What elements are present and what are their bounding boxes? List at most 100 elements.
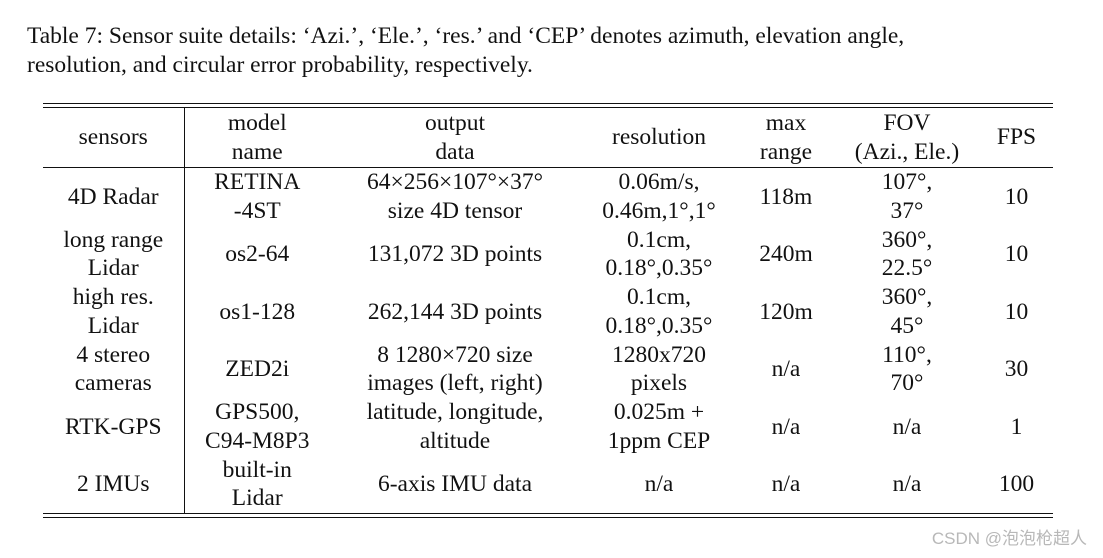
- cell-fov: 360°, 45°: [834, 283, 980, 341]
- table-row: 4 stereo cameras ZED2i 8 1280×720 size image…: [43, 340, 1053, 399]
- cell-text: n/a: [771, 413, 801, 440]
- cell-output-data: 262,144 3D points: [330, 283, 580, 341]
- cell-text: 0.46m,1°,1°: [602, 197, 716, 224]
- cell-text: 4 stereo: [76, 341, 151, 368]
- top-rule-double: [43, 107, 1053, 108]
- cell-fov: 107°, 37°: [834, 168, 980, 226]
- cell-text: GPS500,: [215, 399, 300, 426]
- header-text: resolution: [612, 124, 706, 151]
- cell-fov: 360°, 22.5°: [834, 226, 980, 284]
- header-resolution: resolution: [580, 108, 738, 168]
- cell-resolution: 0.1cm, 0.18°,0.35°: [580, 283, 738, 341]
- cell-max-range: 120m: [738, 283, 834, 341]
- cell-text: 118m: [759, 183, 813, 210]
- header-output-data: output data: [330, 108, 580, 168]
- cell-text: built-in: [222, 456, 292, 483]
- cell-fps: 10: [980, 168, 1053, 226]
- header-text: FOV: [883, 110, 931, 136]
- cell-text: 10: [1004, 241, 1029, 267]
- cell-text: 10: [1004, 298, 1029, 325]
- header-text: FPS: [996, 124, 1037, 151]
- cell-fps: 30: [980, 341, 1053, 399]
- cell-sensors: 4 stereo cameras: [43, 340, 185, 398]
- cell-model-name: GPS500, C94-M8P3: [184, 398, 330, 456]
- header-max-range: max range: [738, 108, 834, 168]
- table-row: RTK-GPS GPS500, C94-M8P3 latitude, longitud…: [43, 398, 1053, 456]
- header-text: data: [435, 138, 475, 165]
- cell-text: latitude, longitude,: [366, 399, 544, 426]
- cell-text: Lidar: [231, 485, 283, 512]
- header-text: range: [759, 138, 813, 165]
- cell-output-data: 131,072 3D points: [330, 226, 580, 284]
- cell-text: RETINA: [214, 169, 301, 196]
- bottom-rule-double: [43, 517, 1053, 518]
- cell-text: 131,072 3D points: [367, 241, 543, 267]
- cell-text: 10: [1004, 183, 1029, 210]
- cell-sensors: 4D Radar: [43, 167, 185, 226]
- cell-text: 37°: [890, 197, 924, 224]
- cell-fps: 1: [980, 398, 1053, 456]
- table-body: 4D Radar RETINA -4ST 64×256×107°×37° size 4D…: [43, 167, 1053, 514]
- cell-fov: 110°, 70°: [834, 341, 980, 399]
- caption-line-1: Table 7: Sensor suite details: ‘Azi.’, ‘…: [27, 23, 905, 49]
- cell-text: n/a: [771, 356, 801, 382]
- cell-text: os2-64: [225, 241, 290, 267]
- cell-max-range: 240m: [738, 226, 834, 284]
- cell-text: 70°: [890, 370, 924, 397]
- table-row: long range Lidar os2-64 131,072 3D points 0.…: [43, 225, 1053, 284]
- cell-text: 4D Radar: [67, 183, 159, 210]
- header-text: output: [424, 110, 486, 136]
- cell-text: 360°,: [881, 284, 933, 311]
- table-caption: Table 7: Sensor suite details: ‘Azi.’, ‘…: [27, 22, 1077, 80]
- watermark: CSDN @泡泡枪超人: [931, 529, 1087, 548]
- cell-text: 0.06m/s,: [618, 169, 700, 196]
- cell-text: Lidar: [87, 255, 139, 282]
- header-text: name: [231, 138, 283, 165]
- table-row: high res. Lidar os1-128 262,144 3D points 0.…: [43, 283, 1053, 341]
- cell-text: 45°: [890, 312, 924, 339]
- header-fps: FPS: [980, 108, 1053, 168]
- cell-model-name: os1-128: [184, 283, 330, 341]
- cell-text: long range: [63, 226, 164, 253]
- cell-resolution: 0.025m +1ppm CEP: [580, 398, 738, 456]
- cell-fov: n/a: [834, 398, 980, 456]
- cell-text: 107°,: [881, 169, 933, 196]
- top-rule: [43, 103, 1053, 104]
- cell-text: cameras: [74, 370, 152, 397]
- cell-model-name: os2-64: [184, 226, 330, 284]
- cell-resolution: 0.1cm, 0.18°,0.35°: [580, 226, 738, 284]
- cell-text: 64×256×107°×37°: [366, 169, 544, 196]
- cell-text: 0.18°,0.35°: [605, 312, 713, 339]
- cell-text: 0.025m +: [613, 399, 705, 426]
- cell-resolution: 0.06m/s, 0.46m,1°,1°: [580, 168, 738, 226]
- cell-fps: 10: [980, 283, 1053, 341]
- cell-fps: 100: [980, 456, 1053, 514]
- bottom-rule: [43, 513, 1053, 514]
- cell-text: 8 1280×720 size: [377, 341, 533, 368]
- header-text: sensors: [78, 124, 148, 151]
- header-text: model: [227, 110, 287, 136]
- cell-model-name: RETINA -4ST: [184, 168, 330, 226]
- cell-text: 0.1cm,: [627, 226, 691, 253]
- cell-text: size 4D tensor: [387, 197, 523, 224]
- cell-text: images (left, right): [367, 370, 543, 397]
- cell-text: 110°,: [882, 341, 932, 368]
- sensor-suite-table: sensors model name output data resolution max r…: [43, 108, 1053, 513]
- cell-text: 30: [1004, 356, 1029, 382]
- cell-text: 240m: [759, 241, 813, 267]
- cell-max-range: n/a: [738, 456, 834, 514]
- cell-resolution: n/a: [580, 456, 738, 514]
- cell-max-range: n/a: [738, 398, 834, 456]
- cell-text: 0.1cm,: [627, 284, 691, 311]
- cell-text: 1ppm CEP: [607, 427, 711, 454]
- cell-text: 0.18°,0.35°: [605, 255, 713, 282]
- cell-sensors: high res. Lidar: [43, 283, 185, 341]
- cell-model-name: ZED2i: [184, 341, 330, 399]
- cell-sensors: long range Lidar: [43, 225, 185, 283]
- cell-text: 2 IMUs: [77, 471, 150, 497]
- cell-resolution: 1280x720 pixels: [580, 341, 738, 399]
- cell-text: n/a: [644, 471, 674, 497]
- cell-output-data: 6-axis IMU data: [330, 456, 580, 514]
- header-text: max: [765, 110, 807, 136]
- cell-text: 360°,: [881, 226, 933, 253]
